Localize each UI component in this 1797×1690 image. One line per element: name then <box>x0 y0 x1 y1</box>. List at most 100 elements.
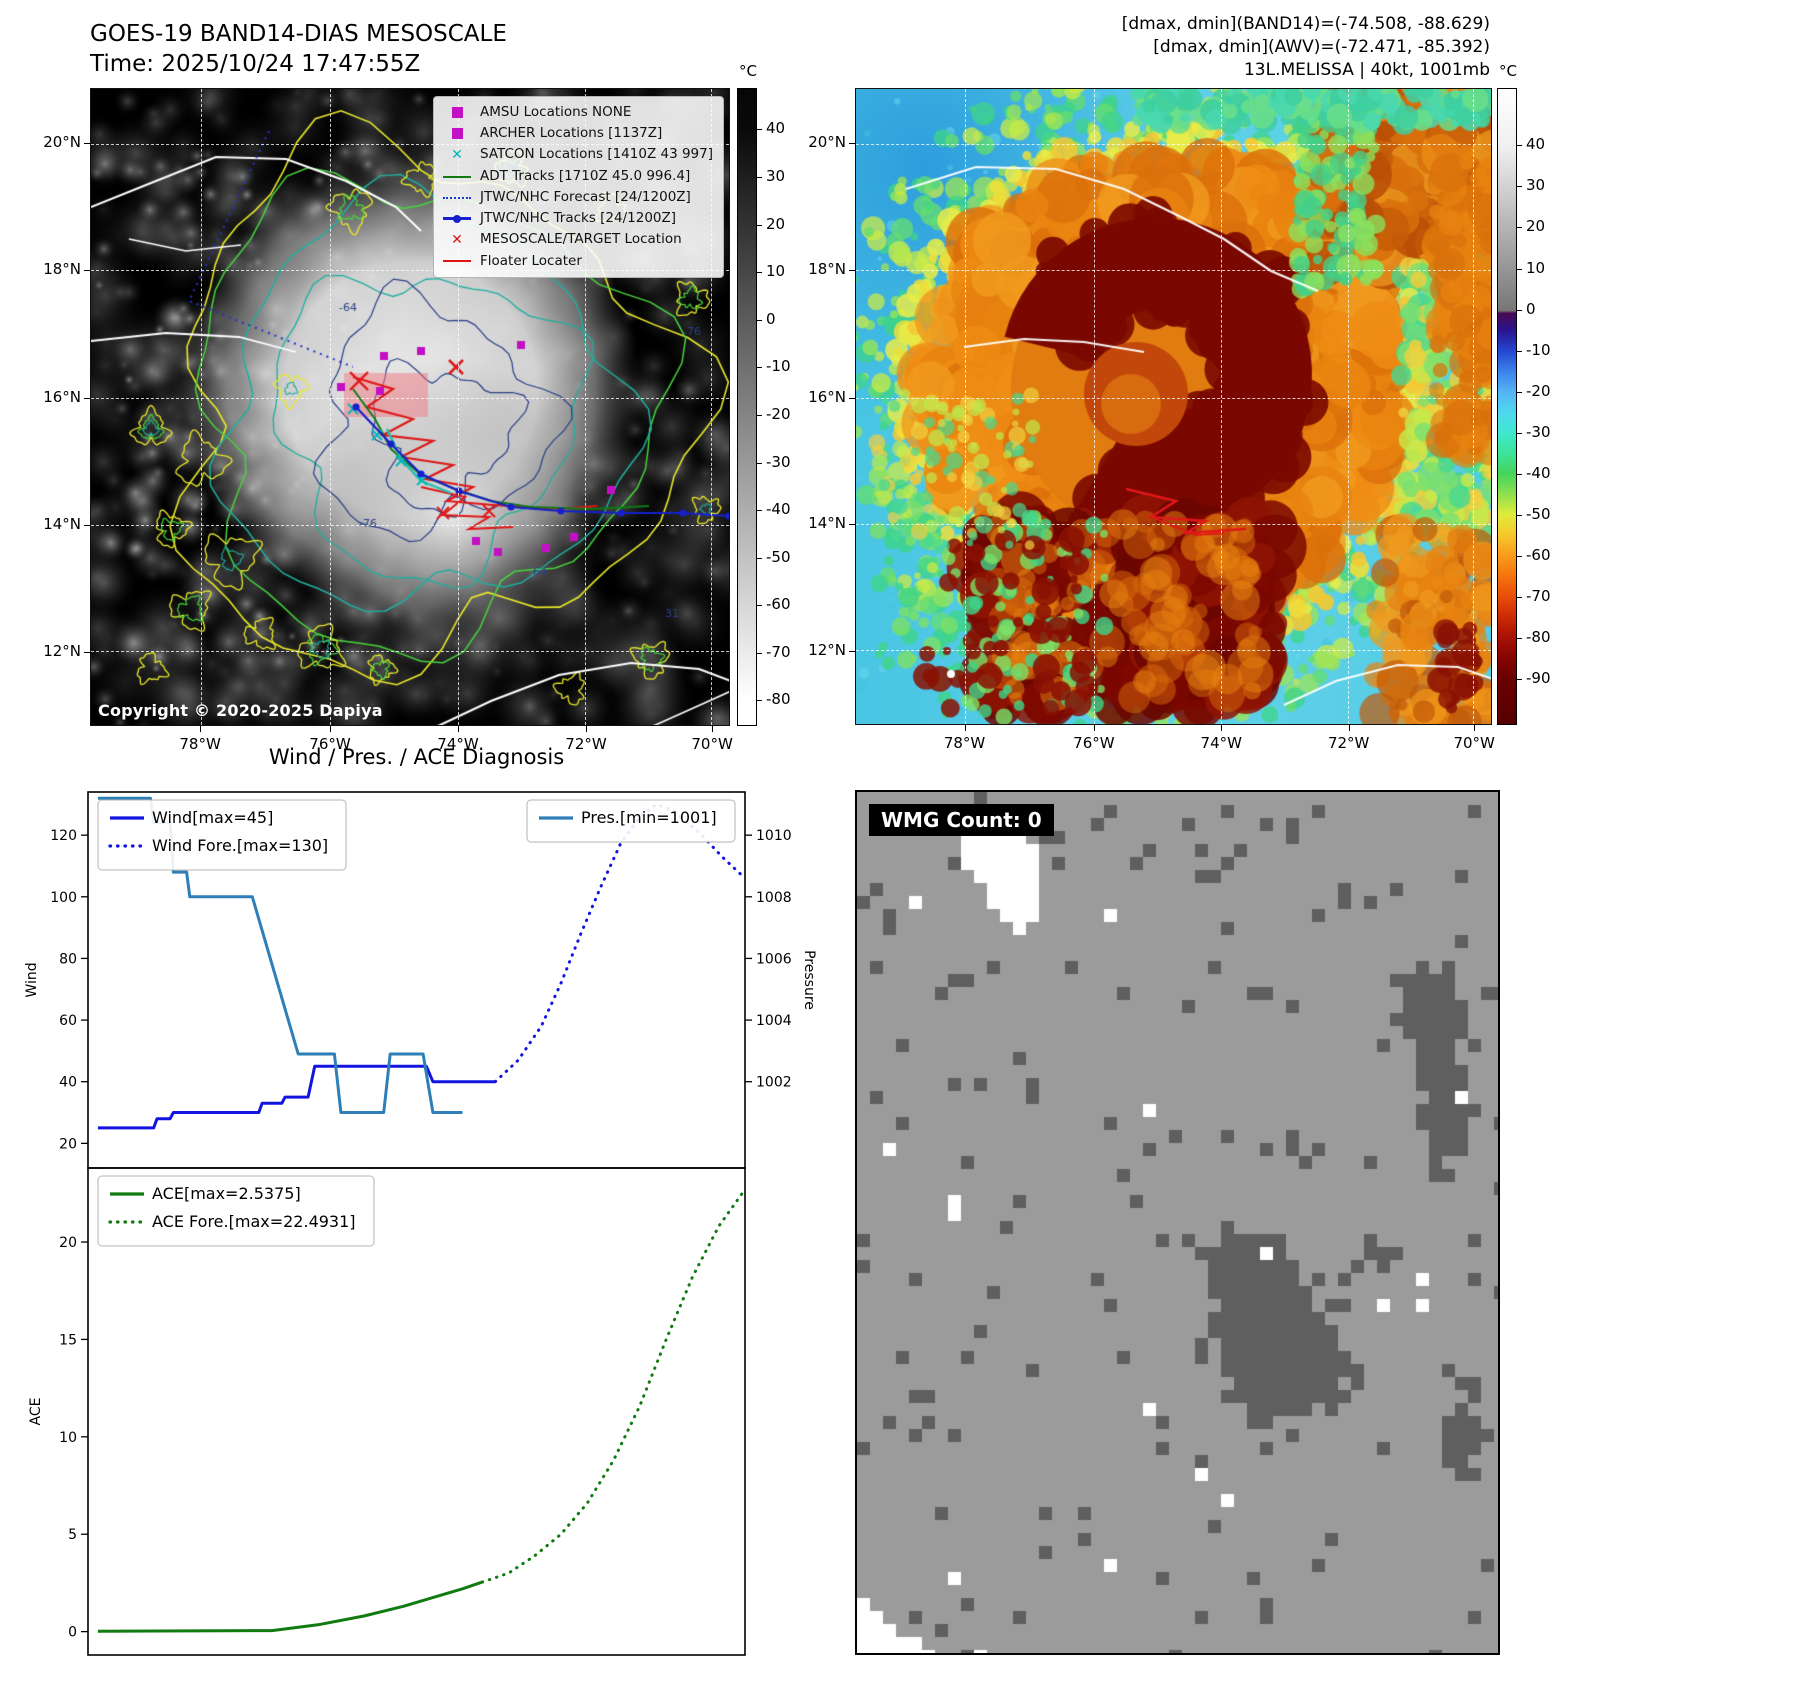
lat-tick-label: 18°N <box>808 259 846 278</box>
axis-tick-mark <box>849 269 855 271</box>
colorbar-tick-mark <box>1517 432 1522 434</box>
colorbar-tick-label: -30 <box>1526 422 1551 441</box>
dotted-marker-icon <box>442 196 472 199</box>
lat-tick-label: 14°N <box>808 514 846 533</box>
axis-tick-label: 60 <box>59 1013 77 1029</box>
awv-storm-info: 13L.MELISSA | 40kt, 1001mb <box>1243 59 1490 80</box>
axis-tick-mark <box>964 725 966 731</box>
colorbar-tick-mark <box>1517 227 1522 229</box>
colorbar-tick-label: -60 <box>766 595 791 614</box>
lat-tick-label: 14°N <box>43 515 81 534</box>
colorbar2-unit: °C <box>1499 62 1517 80</box>
legend-item: JTWC/NHC Tracks [24/1200Z] <box>442 210 713 228</box>
map-gridline <box>91 524 729 526</box>
colorbar-tick-mark <box>757 605 762 607</box>
axis-tick-mark <box>330 726 331 732</box>
axis-tick-mark <box>1093 725 1095 731</box>
colorbar-tick-mark <box>757 177 762 179</box>
map-gridline <box>965 89 967 724</box>
colorbar-tick-mark <box>1517 638 1522 640</box>
colorbar-tick-mark <box>757 367 762 369</box>
map-gridline <box>856 650 1491 652</box>
line-dot-marker-icon <box>442 214 472 223</box>
map-gridline <box>91 270 729 272</box>
axis-tick-label: 100 <box>50 890 77 906</box>
legend-label: MESOSCALE/TARGET Location <box>480 231 682 248</box>
axis-tick-label: 15 <box>59 1332 77 1348</box>
wmg-count-label: WMG Count: 0 <box>869 804 1054 836</box>
lon-tick-label: 72°W <box>1327 734 1370 752</box>
lat-tick-label: 20°N <box>43 132 81 151</box>
x-marker-icon: ✕ <box>451 147 463 164</box>
colorbar-tick-label: -70 <box>766 642 791 661</box>
axis-tick-mark <box>84 142 90 144</box>
square-marker-icon <box>442 128 472 140</box>
colorbar-tick-mark <box>1517 350 1522 352</box>
axis-tick-label: 1008 <box>756 890 792 906</box>
colorbar-tick-mark <box>757 510 762 512</box>
colorbar-tick-mark <box>757 129 762 131</box>
band14-time: Time: 2025/10/24 17:47:55Z <box>90 50 421 77</box>
awv-map <box>855 88 1492 725</box>
map-gridline <box>91 398 729 400</box>
legend-item: Floater Locater <box>442 253 713 271</box>
map-gridline <box>1221 89 1223 724</box>
wmg-map <box>857 792 1498 1653</box>
awv-dmax-awv: [dmax, dmin](AWV)=(-72.471, -85.392) <box>1153 36 1490 57</box>
axis-tick-mark <box>84 398 90 400</box>
colorbar-tick-mark <box>757 700 762 702</box>
colorbar-tick-label: -20 <box>1526 381 1551 400</box>
colorbar1-unit: °C <box>739 62 757 80</box>
colorbar-tick-mark <box>1517 268 1522 270</box>
colorbar-tick-label: -60 <box>1526 545 1551 564</box>
legend-item: ✕ SATCON Locations [1410Z 43 997] <box>442 146 713 164</box>
colorbar-tick-label: -70 <box>1526 587 1551 605</box>
lon-tick-label: 72°W <box>565 735 607 753</box>
axis-tick-mark <box>84 525 90 527</box>
awv-satellite-image <box>856 89 1491 724</box>
map-gridline <box>457 89 459 725</box>
legend-item: ARCHER Locations [1137Z] <box>442 125 713 143</box>
lat-tick-label: 16°N <box>43 388 81 407</box>
chart-line <box>97 1064 496 1130</box>
axis-tick-mark <box>200 726 202 732</box>
legend-label: JTWC/NHC Tracks [24/1200Z] <box>480 209 677 226</box>
chart-frame <box>87 1167 746 1656</box>
axis-tick-label: 1006 <box>756 951 792 967</box>
map-gridline <box>330 89 332 725</box>
chart-legend-box <box>97 799 347 871</box>
colorbar-tick-mark <box>1517 555 1522 557</box>
axis-tick-mark <box>849 142 855 144</box>
axis-tick-label: 0 <box>68 1625 77 1641</box>
colorbar-tick-label: -80 <box>1526 628 1551 647</box>
axis-tick-label: 1004 <box>756 1013 792 1029</box>
y-axis-label: ACE <box>28 1398 44 1426</box>
wmg-panel: WMG Count: 0 <box>855 790 1500 1655</box>
colorbar-tick-label: 40 <box>766 119 786 138</box>
colorbar-tick-label: -40 <box>766 500 791 519</box>
legend-item: JTWC/NHC Forecast [24/1200Z] <box>442 189 713 207</box>
axis-tick-mark <box>849 397 855 399</box>
colorbar-tick-label: 10 <box>766 262 786 281</box>
colorbar-tick-label: -10 <box>1526 340 1551 359</box>
colorbar-tick-mark <box>757 557 762 559</box>
legend-label: Floater Locater <box>480 252 582 269</box>
colorbar-tick-mark <box>1517 597 1522 598</box>
axis-tick-mark <box>849 651 855 653</box>
map-gridline <box>585 89 587 725</box>
legend-label: Wind Fore.[max=130] <box>152 836 328 855</box>
lon-tick-label: 70°W <box>691 735 733 753</box>
legend-label: Pres.[min=1001] <box>581 808 717 827</box>
axis-tick-label: 1002 <box>756 1075 792 1091</box>
axis-tick-mark <box>586 726 587 732</box>
colorbar-tick-mark <box>757 224 762 226</box>
colorbar-tick-label: 30 <box>766 167 786 186</box>
band14-title: GOES-19 BAND14-DIAS MESOSCALE <box>90 21 507 47</box>
diagnosis-title: Wind / Pres. / ACE Diagnosis <box>268 745 565 769</box>
legend-label: SATCON Locations [1410Z 43 997] <box>480 146 713 163</box>
colorbar-tick-label: 0 <box>766 309 776 328</box>
lon-tick-label: 74°W <box>1200 734 1242 752</box>
colorbar-tick-label: 20 <box>766 214 786 233</box>
colorbar-tick-label: -30 <box>766 452 791 471</box>
